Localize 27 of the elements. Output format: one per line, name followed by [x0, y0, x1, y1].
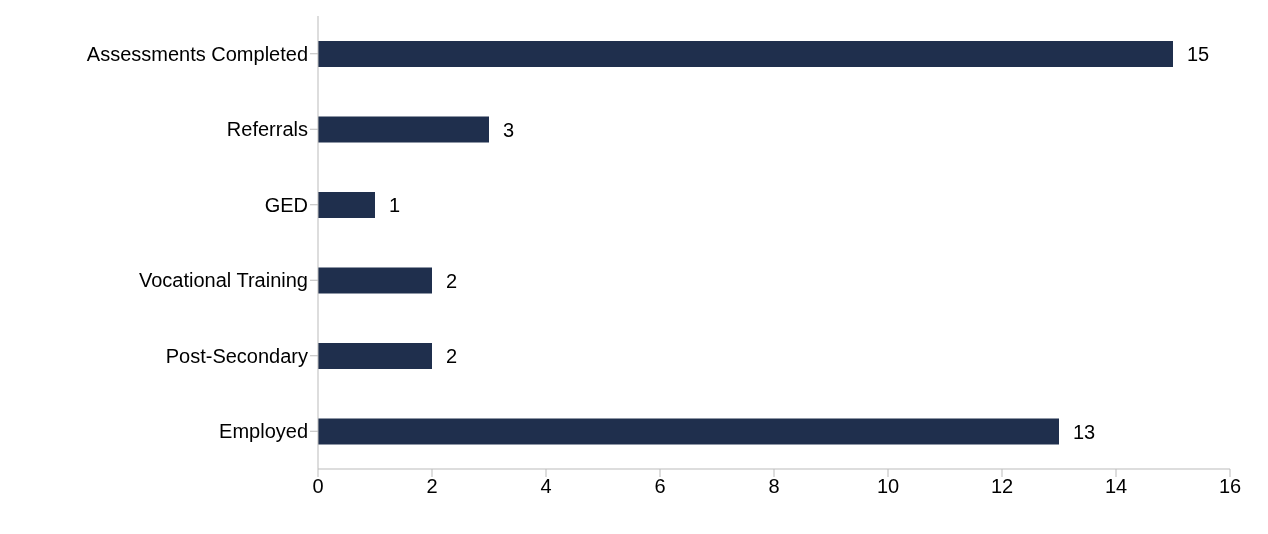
- data-label: 2: [446, 345, 458, 368]
- data-label: 15: [1187, 43, 1210, 66]
- y-tick-label: Vocational Training: [138, 269, 308, 292]
- x-tick-label: 6: [654, 475, 666, 498]
- data-label: 1: [389, 194, 401, 217]
- x-tick-label: 0: [312, 475, 324, 498]
- data-label: 13: [1073, 420, 1096, 443]
- x-tick-label: 4: [540, 475, 552, 498]
- data-label: 3: [503, 118, 515, 141]
- x-tick-label: 12: [990, 475, 1014, 498]
- bar: [318, 116, 489, 143]
- bar: [318, 342, 432, 369]
- x-tick-label: 14: [1104, 475, 1128, 498]
- y-tick-label: Post-Secondary: [165, 344, 308, 367]
- y-tick-label: Assessments Completed: [86, 42, 308, 65]
- bar: [318, 40, 1173, 67]
- x-tick-label: 16: [1218, 475, 1242, 498]
- x-tick-label: 2: [426, 475, 438, 498]
- bar: [318, 418, 1059, 445]
- x-tick-label: 8: [768, 475, 780, 498]
- y-tick-label: Referrals: [226, 118, 308, 141]
- bar: [318, 191, 375, 218]
- x-tick-label: 10: [876, 475, 900, 498]
- data-label: 2: [446, 269, 458, 292]
- y-tick-label: Employed: [219, 420, 308, 443]
- y-tick-label: GED: [264, 193, 308, 216]
- bar: [318, 267, 432, 294]
